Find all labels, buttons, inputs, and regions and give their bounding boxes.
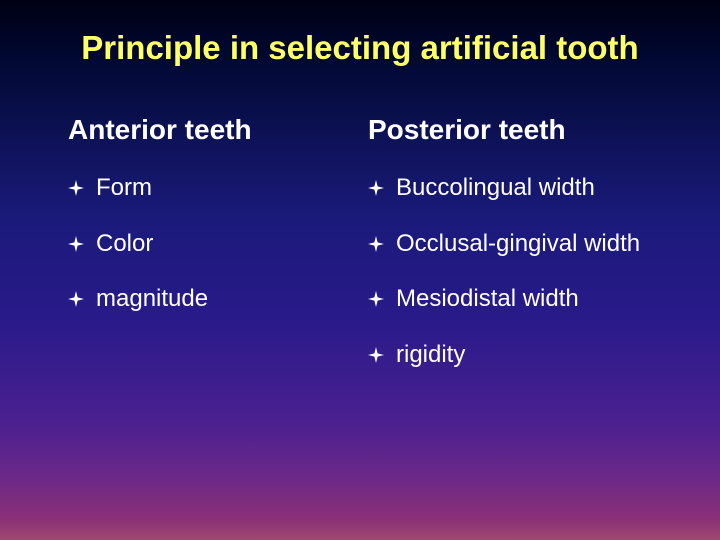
anterior-column: Anterior teeth Form Color magnitude [68, 114, 338, 396]
anterior-heading: Anterior teeth [68, 114, 338, 146]
list-item: Occlusal-gingival width [368, 230, 688, 258]
list-item: Color [68, 230, 338, 258]
anterior-list: Form Color magnitude [68, 174, 338, 313]
slide: Principle in selecting artificial tooth … [0, 0, 720, 540]
list-item-label: Occlusal-gingival width [396, 230, 640, 258]
list-item-label: magnitude [96, 285, 208, 313]
bullet-star-icon [368, 347, 384, 363]
content-columns: Anterior teeth Form Color magnitude Post… [50, 114, 670, 396]
list-item: rigidity [368, 341, 688, 369]
bullet-star-icon [68, 236, 84, 252]
bullet-star-icon [368, 291, 384, 307]
list-item: Buccolingual width [368, 174, 688, 202]
list-item-label: Form [96, 174, 152, 202]
list-item-label: Buccolingual width [396, 174, 595, 202]
bullet-star-icon [68, 291, 84, 307]
list-item: Mesiodistal width [368, 285, 688, 313]
list-item: Form [68, 174, 338, 202]
bullet-star-icon [68, 180, 84, 196]
slide-title: Principle in selecting artificial tooth [50, 30, 670, 66]
posterior-list: Buccolingual width Occlusal-gingival wid… [368, 174, 688, 368]
list-item-label: rigidity [396, 341, 465, 369]
bullet-star-icon [368, 236, 384, 252]
posterior-column: Posterior teeth Buccolingual width Occlu… [368, 114, 688, 396]
posterior-heading: Posterior teeth [368, 114, 688, 146]
bullet-star-icon [368, 180, 384, 196]
list-item-label: Mesiodistal width [396, 285, 579, 313]
list-item: magnitude [68, 285, 338, 313]
list-item-label: Color [96, 230, 153, 258]
